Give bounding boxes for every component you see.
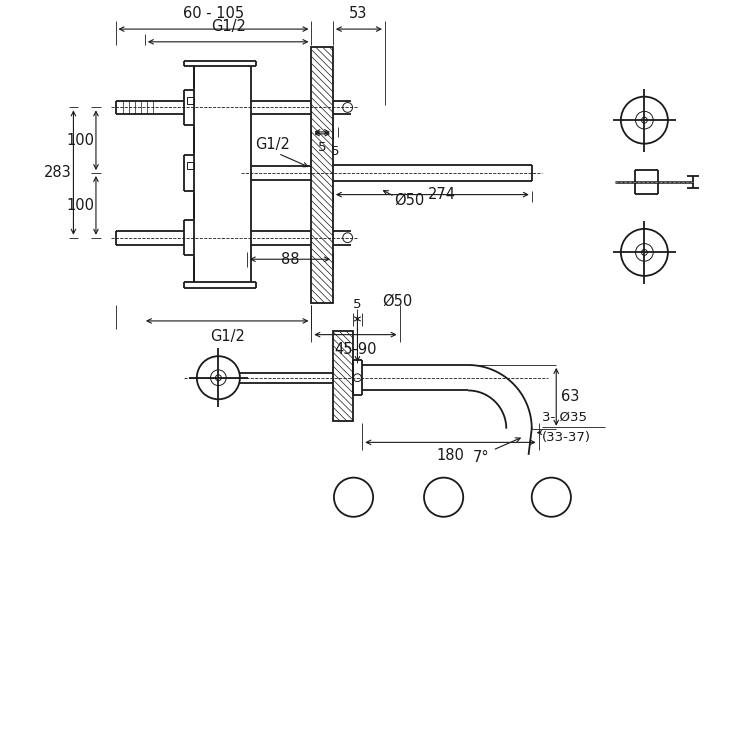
Text: 7°: 7°	[472, 451, 489, 465]
Text: 5: 5	[330, 144, 339, 158]
Bar	[333, 330, 352, 421]
Text: 88: 88	[280, 252, 299, 267]
Text: 283: 283	[44, 165, 72, 180]
Text: G1/2: G1/2	[256, 137, 290, 151]
Text: 60 - 105: 60 - 105	[183, 6, 244, 21]
Text: 180: 180	[436, 448, 464, 463]
Text: G1/2: G1/2	[211, 19, 246, 34]
Text: 100: 100	[66, 133, 94, 147]
Bar	[187, 163, 194, 169]
Text: Ø50: Ø50	[395, 193, 425, 208]
Text: (33-37): (33-37)	[541, 431, 590, 444]
Text: Ø50: Ø50	[382, 294, 412, 309]
Bar	[311, 47, 333, 303]
Text: 45-90: 45-90	[334, 342, 376, 358]
Text: G1/2: G1/2	[209, 329, 245, 344]
Text: 274: 274	[428, 187, 456, 202]
Text: 3- Ø35: 3- Ø35	[541, 411, 587, 424]
Bar	[187, 97, 194, 104]
Text: 100: 100	[66, 198, 94, 213]
Text: 53: 53	[349, 6, 367, 21]
Text: 5: 5	[318, 141, 327, 153]
Text: 63: 63	[561, 389, 580, 404]
Text: 5: 5	[353, 298, 361, 311]
